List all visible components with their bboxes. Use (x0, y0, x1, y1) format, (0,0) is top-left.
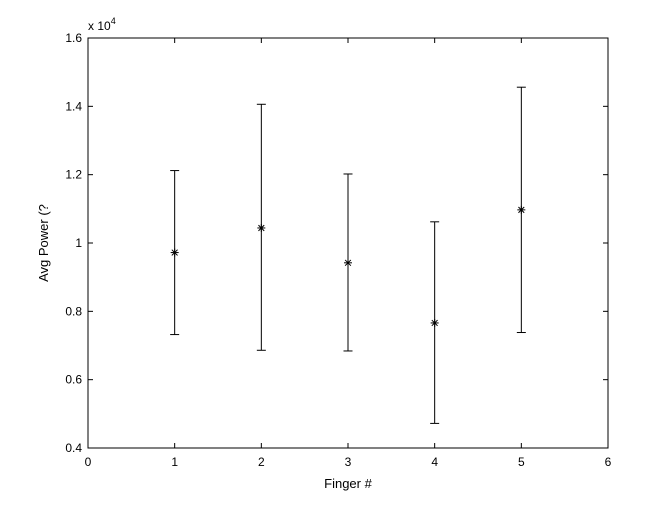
x-tick-label: 5 (518, 455, 525, 469)
x-tick-label: 4 (431, 455, 438, 469)
data-point-star-marker (430, 318, 439, 327)
star-stroke (431, 319, 438, 327)
exponent-label: x 104 (88, 16, 116, 33)
y-tick-label: 1.6 (65, 31, 82, 45)
x-tick-label: 2 (258, 455, 265, 469)
y-tick-label: 0.8 (65, 304, 82, 318)
x-tick-label: 3 (345, 455, 352, 469)
star-stroke (258, 224, 265, 232)
exponent-base: x 10 (88, 19, 111, 33)
y-axis-label: Avg Power (? (36, 204, 51, 282)
x-tick-label: 6 (605, 455, 612, 469)
star-stroke (518, 206, 525, 214)
star-stroke (171, 249, 178, 256)
y-tick-label: 0.6 (65, 373, 82, 387)
data-point-star-marker (257, 223, 266, 232)
data-point-star-marker (170, 248, 179, 257)
y-tick-label: 0.4 (65, 441, 82, 455)
x-axis-label: Finger # (324, 476, 372, 491)
exponent-power: 4 (111, 16, 116, 26)
x-tick-label: 0 (85, 455, 92, 469)
star-stroke (344, 259, 352, 267)
axis-ticks: 0 1 2 3 4 5 6 0.4 0.6 0.8 1 1.2 1.4 1.6 (65, 31, 611, 469)
data-marks (170, 86, 526, 424)
x-tick-label: 1 (171, 455, 178, 469)
y-tick-label: 1 (75, 236, 82, 250)
y-tick-label: 1.4 (65, 99, 82, 113)
data-point-star-marker (517, 205, 526, 214)
y-tick-label: 1.2 (65, 168, 82, 182)
data-point-star-marker (344, 258, 352, 267)
